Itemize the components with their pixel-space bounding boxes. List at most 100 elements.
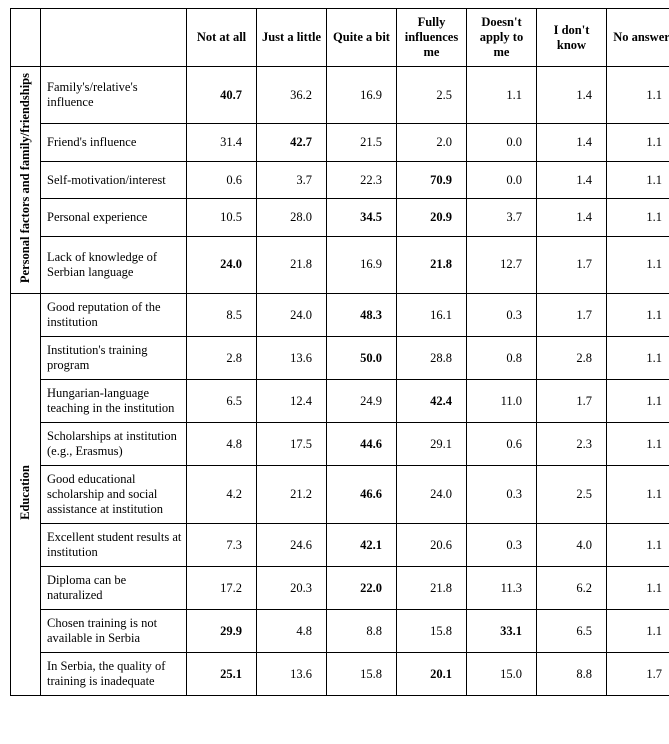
data-cell: 1.1 (607, 161, 669, 198)
data-cell: 4.8 (257, 610, 327, 653)
data-cell: 24.0 (257, 294, 327, 337)
col-header: Doesn't apply to me (467, 9, 537, 67)
data-cell: 13.6 (257, 337, 327, 380)
data-cell: 34.5 (327, 199, 397, 236)
data-cell: 24.6 (257, 524, 327, 567)
data-cell: 1.1 (467, 67, 537, 124)
table-row: Scholarships at institution (e.g., Erasm… (11, 423, 669, 466)
data-cell: 21.8 (397, 567, 467, 610)
col-header: No answer (607, 9, 669, 67)
table-row: Lack of knowledge of Serbian language24.… (11, 236, 669, 293)
row-label: Hungarian-language teaching in the insti… (41, 380, 187, 423)
data-cell: 42.7 (257, 124, 327, 161)
data-cell: 1.1 (607, 423, 669, 466)
data-cell: 20.6 (397, 524, 467, 567)
row-label: In Serbia, the quality of training is in… (41, 653, 187, 696)
data-cell: 0.0 (467, 124, 537, 161)
table-row: Hungarian-language teaching in the insti… (11, 380, 669, 423)
row-label: Self-motivation/interest (41, 161, 187, 198)
data-cell: 40.7 (187, 67, 257, 124)
row-label: Chosen training is not available in Serb… (41, 610, 187, 653)
data-cell: 1.7 (537, 380, 607, 423)
row-label: Lack of knowledge of Serbian language (41, 236, 187, 293)
col-header: Fully influences me (397, 9, 467, 67)
table-head: Not at all Just a little Quite a bit Ful… (11, 9, 669, 67)
data-cell: 15.8 (327, 653, 397, 696)
category-label: Education (18, 465, 33, 520)
data-cell: 11.3 (467, 567, 537, 610)
data-cell: 12.7 (467, 236, 537, 293)
data-cell: 1.1 (607, 294, 669, 337)
row-label: Excellent student results at institution (41, 524, 187, 567)
table-row: Personal experience10.528.034.520.93.71.… (11, 199, 669, 236)
data-cell: 2.5 (397, 67, 467, 124)
col-header: Quite a bit (327, 9, 397, 67)
row-label: Family's/relative's influence (41, 67, 187, 124)
data-cell: 6.5 (537, 610, 607, 653)
data-cell: 25.1 (187, 653, 257, 696)
data-cell: 2.3 (537, 423, 607, 466)
data-cell: 48.3 (327, 294, 397, 337)
category-cell: Education (11, 294, 41, 696)
data-cell: 1.1 (607, 466, 669, 524)
row-label: Personal experience (41, 199, 187, 236)
data-cell: 1.4 (537, 199, 607, 236)
data-cell: 42.1 (327, 524, 397, 567)
data-cell: 28.0 (257, 199, 327, 236)
data-cell: 36.2 (257, 67, 327, 124)
data-cell: 70.9 (397, 161, 467, 198)
data-cell: 33.1 (467, 610, 537, 653)
table-row: Self-motivation/interest0.63.722.370.90.… (11, 161, 669, 198)
data-cell: 44.6 (327, 423, 397, 466)
table-body: Personal factors and family/friendships F… (11, 67, 669, 696)
data-cell: 1.4 (537, 161, 607, 198)
data-cell: 28.8 (397, 337, 467, 380)
data-cell: 31.4 (187, 124, 257, 161)
header-blank-1 (11, 9, 41, 67)
data-cell: 0.6 (187, 161, 257, 198)
data-cell: 16.9 (327, 236, 397, 293)
row-label: Friend's influence (41, 124, 187, 161)
data-cell: 13.6 (257, 653, 327, 696)
col-header: I don't know (537, 9, 607, 67)
header-blank-2 (41, 9, 187, 67)
data-cell: 1.1 (607, 610, 669, 653)
data-cell: 46.6 (327, 466, 397, 524)
data-cell: 2.8 (187, 337, 257, 380)
category-cell: Personal factors and family/friendships (11, 67, 41, 294)
data-cell: 1.7 (607, 653, 669, 696)
data-cell: 3.7 (467, 199, 537, 236)
row-label: Diploma can be naturalized (41, 567, 187, 610)
data-cell: 24.0 (187, 236, 257, 293)
table-row: Personal factors and family/friendshipsF… (11, 67, 669, 124)
row-label: Institution's training program (41, 337, 187, 380)
category-label: Personal factors and family/friendships (18, 73, 33, 283)
table-container: Not at all Just a little Quite a bit Ful… (0, 0, 669, 704)
data-cell: 21.8 (257, 236, 327, 293)
data-cell: 24.0 (397, 466, 467, 524)
row-label: Good reputation of the institution (41, 294, 187, 337)
data-cell: 10.5 (187, 199, 257, 236)
data-cell: 1.7 (537, 294, 607, 337)
data-cell: 6.2 (537, 567, 607, 610)
data-cell: 12.4 (257, 380, 327, 423)
table-row: Institution's training program2.813.650.… (11, 337, 669, 380)
data-cell: 0.3 (467, 524, 537, 567)
data-cell: 17.5 (257, 423, 327, 466)
col-header: Just a little (257, 9, 327, 67)
table-row: Excellent student results at institution… (11, 524, 669, 567)
data-cell: 1.4 (537, 67, 607, 124)
data-cell: 6.5 (187, 380, 257, 423)
data-cell: 24.9 (327, 380, 397, 423)
table-row: Good educational scholarship and social … (11, 466, 669, 524)
data-cell: 21.5 (327, 124, 397, 161)
data-cell: 2.5 (537, 466, 607, 524)
data-cell: 16.9 (327, 67, 397, 124)
data-cell: 4.0 (537, 524, 607, 567)
table-row: EducationGood reputation of the institut… (11, 294, 669, 337)
data-cell: 4.8 (187, 423, 257, 466)
data-cell: 1.1 (607, 236, 669, 293)
data-cell: 29.1 (397, 423, 467, 466)
data-cell: 20.3 (257, 567, 327, 610)
data-cell: 1.1 (607, 380, 669, 423)
